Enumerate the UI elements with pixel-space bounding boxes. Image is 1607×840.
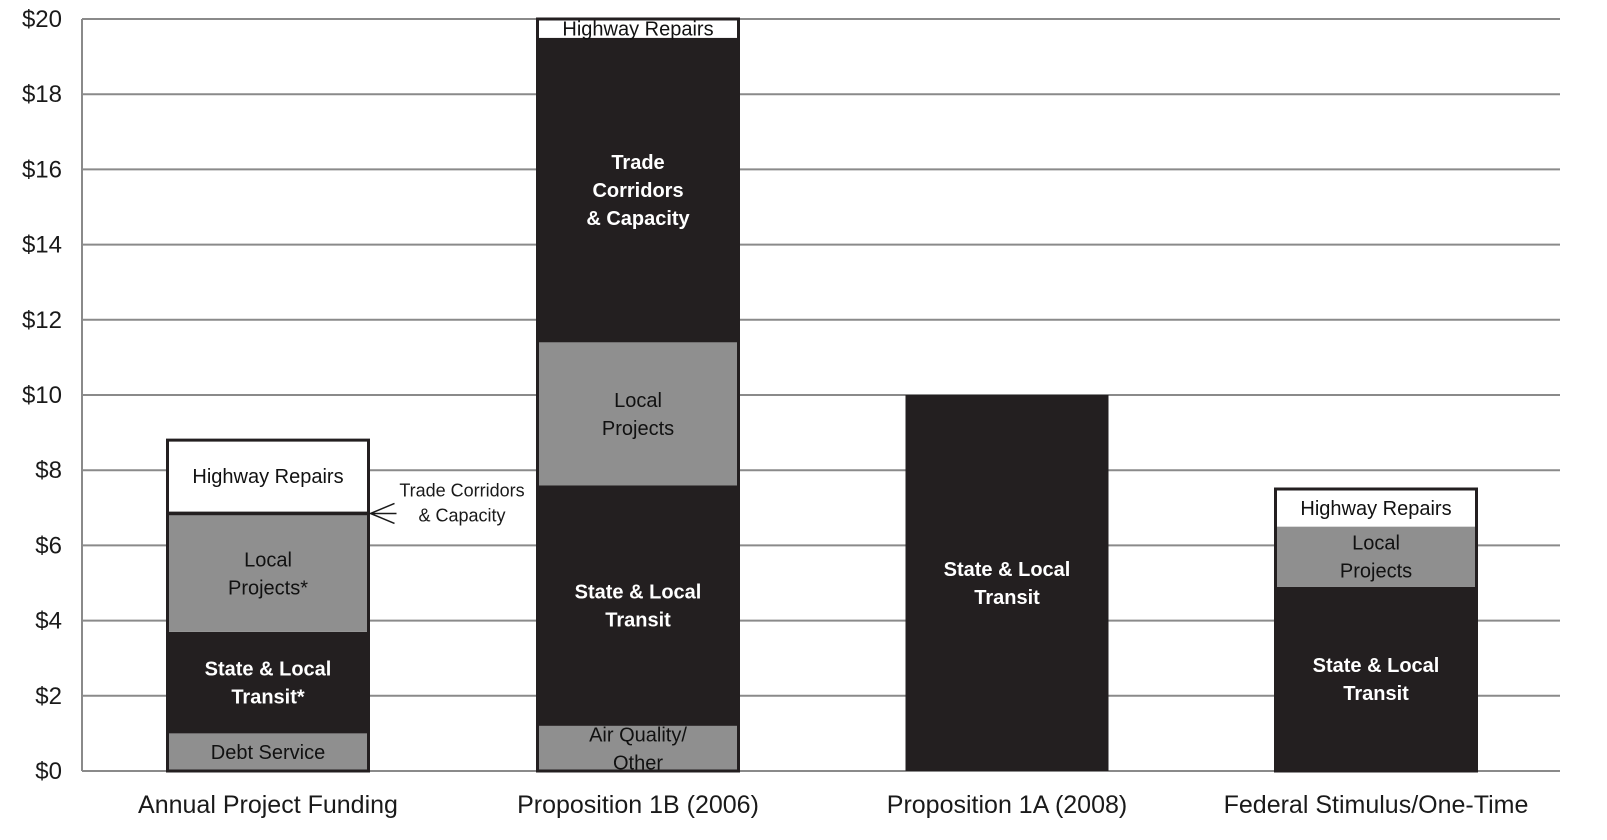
bar-segment [1275, 586, 1477, 771]
bar-segment [167, 733, 369, 771]
bar-segment-label: Air Quality/Other [589, 724, 687, 774]
bar-outline [166, 438, 370, 773]
bar-segment-label: Highway Repairs [562, 18, 713, 40]
x-category-label: Proposition 1B (2006) [517, 791, 759, 819]
y-tick-label: $16 [22, 156, 62, 183]
y-tick-label: $6 [35, 532, 62, 559]
bar-segment [537, 342, 739, 486]
y-tick-label: $14 [22, 232, 62, 259]
bar-stack: Debt Service State & Local Transit* Local Pr… [166, 438, 370, 773]
y-tick-label: $12 [22, 307, 62, 334]
y-tick-label: $10 [22, 382, 62, 409]
bar-segment-label: Local Projects [1340, 533, 1412, 583]
bars: Debt Service State & Local Transit* Local Pr… [166, 17, 1478, 774]
y-axis-tick-labels: $0 $2 $4 $6 $8 $10 $12 $14 $16 $18 $20 [22, 6, 62, 785]
bar-segment [537, 37, 739, 343]
bar-segment [537, 485, 739, 726]
bar-stack: Air Quality/Other State & Local Transit Loc… [536, 17, 740, 774]
bar-outline [536, 17, 740, 773]
bar-segment [167, 440, 369, 512]
x-category-label: Annual Project Funding [138, 791, 398, 819]
y-tick-label: $8 [35, 457, 62, 484]
bar-segment-label: Highway Repairs [192, 466, 343, 488]
bar-segment-label: Local Projects [602, 390, 674, 440]
bar-segment-label: State & Local Transit* [205, 659, 332, 709]
bar-segment [537, 19, 739, 38]
bar-outline [1274, 487, 1478, 773]
annotations: Trade Corridors & Capacity [368, 480, 525, 525]
bar-stack: State & Local Transit Local Projects Highway… [1274, 487, 1478, 773]
bar-segment-label: State & Local Transit [575, 582, 702, 632]
bar-segment [167, 515, 369, 632]
bar-segment [167, 631, 369, 734]
annotation-label: Trade Corridors & Capacity [399, 480, 524, 525]
bar-segment-label: Trade Corridors & Capacity [586, 152, 690, 230]
x-axis-category-labels: Annual Project Funding Proposition 1B (20… [138, 791, 1528, 819]
bar-segment-label: Debt Service [211, 742, 326, 764]
bar-segment-label: State & Local Transit [1313, 655, 1440, 705]
y-tick-label: $2 [35, 683, 62, 710]
bar-segment-label: State & Local Transit [944, 559, 1071, 609]
y-tick-label: $20 [22, 6, 62, 33]
y-tick-label: $0 [35, 758, 62, 785]
bar-segment [1275, 489, 1477, 527]
x-category-label: Federal Stimulus/One-Time [1224, 791, 1529, 819]
bar-segment [537, 725, 739, 771]
bar-segment [1275, 526, 1477, 587]
bar-stack: State & Local Transit [905, 395, 1109, 771]
y-tick-label: $18 [22, 81, 62, 108]
x-category-label: Proposition 1A (2008) [887, 791, 1127, 819]
y-tick-label: $4 [35, 608, 62, 635]
bar-segment-label: Highway Repairs [1300, 498, 1451, 520]
bar-segment-label: Local Projects* [228, 550, 308, 600]
annotation-arrow [368, 502, 397, 525]
bar-segment [167, 511, 369, 516]
bar-segment [905, 395, 1109, 771]
